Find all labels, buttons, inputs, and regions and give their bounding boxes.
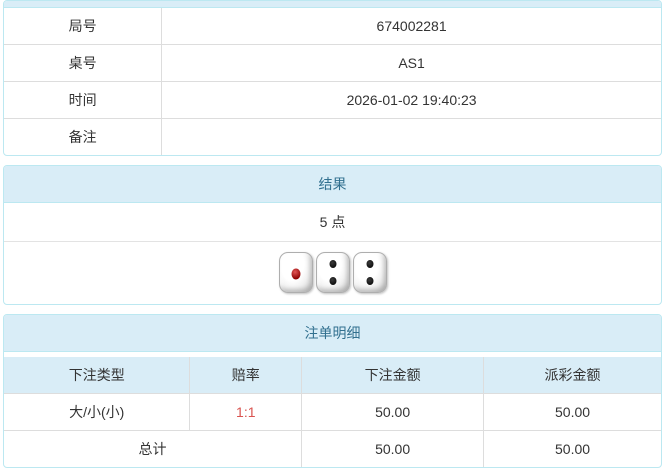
row-value-time: 2026-01-02 19:40:23 <box>161 81 661 119</box>
game-info-heading-strip <box>4 1 661 8</box>
table-row: 时间 2026-01-02 19:40:23 <box>4 81 661 119</box>
dice-row <box>4 242 661 304</box>
row-label-remark: 备注 <box>4 118 163 155</box>
red-pip <box>291 268 300 280</box>
row-label-time: 时间 <box>4 81 163 119</box>
total-payout-amount-cell: 50.00 <box>483 430 661 467</box>
die-2 <box>315 252 350 293</box>
payout-amount-cell: 50.00 <box>483 393 661 431</box>
table-header-row: 下注类型 赔率 下注金额 派彩金额 <box>4 357 661 394</box>
column-header-payout-amount: 派彩金额 <box>483 357 661 394</box>
black-pip <box>329 259 336 268</box>
bet-type-cell: 大/小(小) <box>4 393 191 431</box>
die-1 <box>278 252 313 293</box>
row-value-remark <box>162 119 661 156</box>
result-panel-title: 结果 <box>4 166 661 203</box>
black-pip <box>366 259 373 268</box>
row-label-game-number: 局号 <box>4 8 163 45</box>
game-info-panel: 局号 674002281 桌号 AS1 时间 2026-01-02 19:40:… <box>3 0 662 156</box>
black-pip <box>329 277 336 286</box>
bet-amount-cell: 50.00 <box>301 393 485 431</box>
column-header-bet-type: 下注类型 <box>4 357 191 394</box>
die-2 <box>352 252 387 293</box>
bet-details-title: 注单明细 <box>4 315 661 352</box>
row-value-game-number: 674002281 <box>161 8 661 45</box>
column-header-bet-amount: 下注金额 <box>301 357 485 394</box>
black-pip <box>366 277 373 286</box>
table-row: 局号 674002281 <box>4 8 661 45</box>
total-bet-amount-cell: 50.00 <box>301 430 485 467</box>
table-row: 桌号 AS1 <box>4 44 661 82</box>
odds-cell: 1:1 <box>189 393 303 431</box>
game-info-table: 局号 674002281 桌号 AS1 时间 2026-01-02 19:40:… <box>4 8 661 155</box>
bet-details-table: 下注类型 赔率 下注金额 派彩金额 大/小(小) 1:1 50.00 50.00… <box>4 357 661 467</box>
total-row: 总计 50.00 50.00 <box>4 430 661 467</box>
result-panel: 结果 5 点 <box>3 165 662 305</box>
row-label-table-number: 桌号 <box>4 44 163 82</box>
result-points: 5 点 <box>4 203 661 242</box>
row-value-table-number: AS1 <box>161 44 661 82</box>
bet-details-panel: 注单明细 下注类型 赔率 下注金额 派彩金额 大/小(小) 1:1 50.00 … <box>3 314 662 468</box>
column-header-odds: 赔率 <box>189 357 303 394</box>
total-label-cell: 总计 <box>4 430 303 467</box>
table-row: 备注 <box>4 118 661 156</box>
table-row: 大/小(小) 1:1 50.00 50.00 <box>4 393 661 431</box>
